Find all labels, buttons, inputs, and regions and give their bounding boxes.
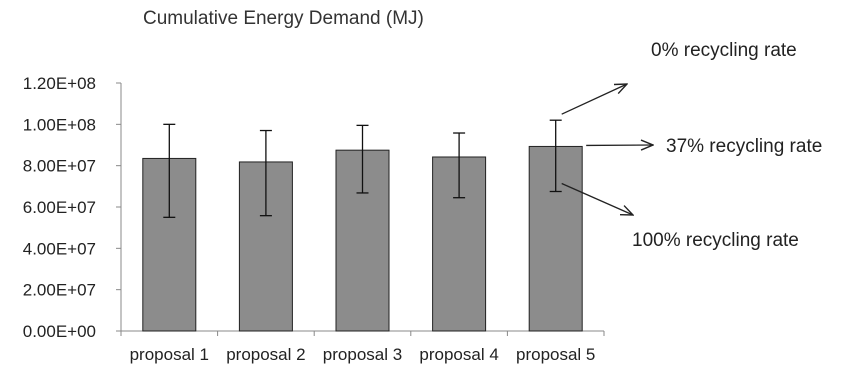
chart-title: Cumulative Energy Demand (MJ) — [143, 8, 424, 29]
x-tick-label: proposal 5 — [516, 345, 595, 364]
annotation-37-percent: 37% recycling rate — [666, 136, 823, 157]
x-tick-label: proposal 2 — [226, 345, 305, 364]
annotation-100-percent: 100% recycling rate — [632, 230, 799, 251]
arrow-0-percent — [561, 84, 627, 115]
y-tick-label: 0.00E+00 — [23, 322, 96, 341]
y-tick-label: 8.00E+07 — [23, 157, 96, 176]
y-tick-label: 1.20E+08 — [23, 74, 96, 93]
y-tick-label: 2.00E+07 — [23, 281, 96, 300]
x-tick-label: proposal 3 — [323, 345, 402, 364]
x-tick-label: proposal 1 — [130, 345, 209, 364]
arrow-100-percent — [561, 182, 633, 216]
x-tick-label: proposal 4 — [419, 345, 498, 364]
annotation-0-percent: 0% recycling rate — [651, 40, 797, 61]
y-tick-label: 1.00E+08 — [23, 115, 96, 134]
y-tick-label: 6.00E+07 — [23, 198, 96, 217]
y-tick-label: 4.00E+07 — [23, 239, 96, 258]
